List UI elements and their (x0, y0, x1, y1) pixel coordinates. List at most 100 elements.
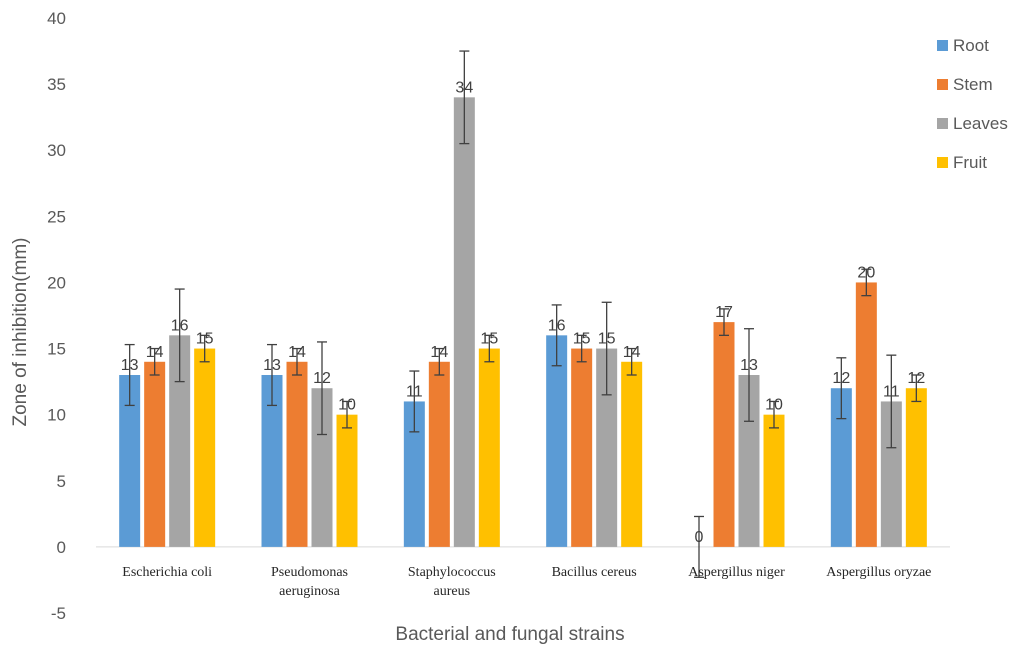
error-bar (626, 347, 637, 376)
category-label: Staphylococcus (408, 565, 496, 580)
bar-leaves (453, 97, 475, 547)
error-bar (267, 343, 277, 407)
bar-stem (713, 322, 735, 547)
bar-fruit (478, 348, 500, 547)
data-label: 16 (548, 317, 566, 334)
legend-label: Root (953, 36, 989, 55)
bar-stem (855, 282, 877, 547)
data-label: 17 (715, 304, 733, 321)
legend-swatch (937, 118, 948, 129)
bar-leaves (880, 401, 902, 547)
category-label: Aspergillus niger (688, 565, 785, 580)
legend-item-stem: Stem (937, 75, 993, 94)
y-axis-ticks: -5 0 5 10 15 20 25 30 35 40 (47, 9, 66, 623)
error-bar (409, 370, 420, 433)
data-label: 15 (573, 331, 591, 348)
data-label: 11 (883, 383, 900, 400)
data-label: 12 (832, 370, 850, 387)
error-bar (342, 400, 352, 429)
bar-stem (428, 361, 450, 547)
error-bar (459, 50, 470, 145)
data-label: 12 (907, 370, 925, 387)
error-bar (911, 374, 922, 403)
error-bar (719, 308, 729, 336)
y-tick-label: 30 (47, 141, 66, 160)
data-label: 12 (313, 370, 331, 387)
error-bar (836, 357, 847, 420)
data-label: 13 (263, 357, 281, 374)
category-label: aeruginosa (279, 584, 340, 599)
legend-swatch (937, 79, 948, 90)
data-label: 13 (740, 357, 758, 374)
bar-stem (571, 348, 593, 547)
data-label: 15 (480, 331, 498, 348)
data-label: 15 (598, 331, 616, 348)
category-label: Aspergillus oryzae (826, 565, 931, 580)
error-bar (886, 354, 897, 449)
error-bar (576, 334, 587, 363)
bar-stem (286, 361, 308, 547)
bar-root (261, 375, 283, 547)
y-tick-label: 5 (57, 472, 66, 491)
y-tick-label: -5 (51, 604, 66, 623)
error-bar (484, 334, 495, 363)
error-bar (292, 347, 302, 376)
category-label: aureus (434, 584, 471, 599)
data-label: 14 (146, 344, 164, 361)
legend-label: Stem (953, 75, 993, 94)
error-bar (744, 328, 754, 422)
error-bar (149, 347, 160, 376)
y-tick-label: 0 (57, 538, 66, 557)
error-bar (694, 515, 704, 578)
bar-leaves (169, 335, 191, 547)
error-bar (317, 341, 327, 436)
legend-swatch (937, 40, 948, 51)
error-bar (174, 288, 185, 383)
y-tick-label: 20 (47, 273, 66, 292)
legend-item-fruit: Fruit (937, 153, 987, 172)
legend-label: Leaves (953, 114, 1008, 133)
data-label: 11 (406, 383, 423, 400)
category-label: Bacillus cereus (552, 565, 637, 580)
error-bar (601, 301, 612, 396)
data-label: 34 (455, 79, 473, 96)
data-label: 20 (857, 264, 875, 281)
data-label: 14 (288, 344, 306, 361)
data-label: 15 (196, 331, 214, 348)
legend-label: Fruit (953, 153, 987, 172)
data-label: 16 (171, 317, 189, 334)
error-bars (124, 50, 922, 578)
category-label: Pseudomonas (271, 565, 348, 580)
data-label: 10 (765, 397, 783, 414)
x-axis-title: Bacterial and fungal strains (395, 624, 624, 645)
category-labels: Escherichia coli Pseudomonas aeruginosa Sta… (122, 565, 931, 599)
y-tick-label: 10 (47, 406, 66, 425)
y-tick-label: 15 (47, 340, 66, 359)
bar-stem (144, 361, 166, 547)
data-labels: 13 14 16 15 13 14 12 10 11 14 34 15 16 15 15 14 0 17 13 10 1… (121, 79, 926, 546)
bars (119, 97, 927, 547)
y-tick-label: 40 (47, 9, 66, 28)
y-axis-title: Zone of inhibition(mm) (10, 237, 31, 426)
y-tick-label: 25 (47, 207, 66, 226)
category-label: Escherichia coli (122, 565, 212, 580)
legend-swatch (937, 157, 948, 168)
bar-fruit (336, 414, 358, 547)
bar-fruit (194, 348, 216, 547)
bar-leaves (596, 348, 618, 547)
bar-fruit (905, 388, 927, 547)
data-label: 13 (121, 357, 139, 374)
legend-item-root: Root (937, 36, 989, 55)
error-bar (434, 347, 445, 376)
bar-fruit (763, 414, 785, 547)
error-bar (124, 343, 135, 407)
bar-leaves (738, 375, 760, 547)
bar-root (119, 375, 141, 547)
data-label: 10 (338, 397, 356, 414)
error-bar (199, 334, 210, 363)
error-bar (769, 400, 779, 429)
bar-fruit (621, 361, 643, 547)
data-label: 14 (430, 344, 448, 361)
y-tick-label: 35 (47, 75, 66, 94)
